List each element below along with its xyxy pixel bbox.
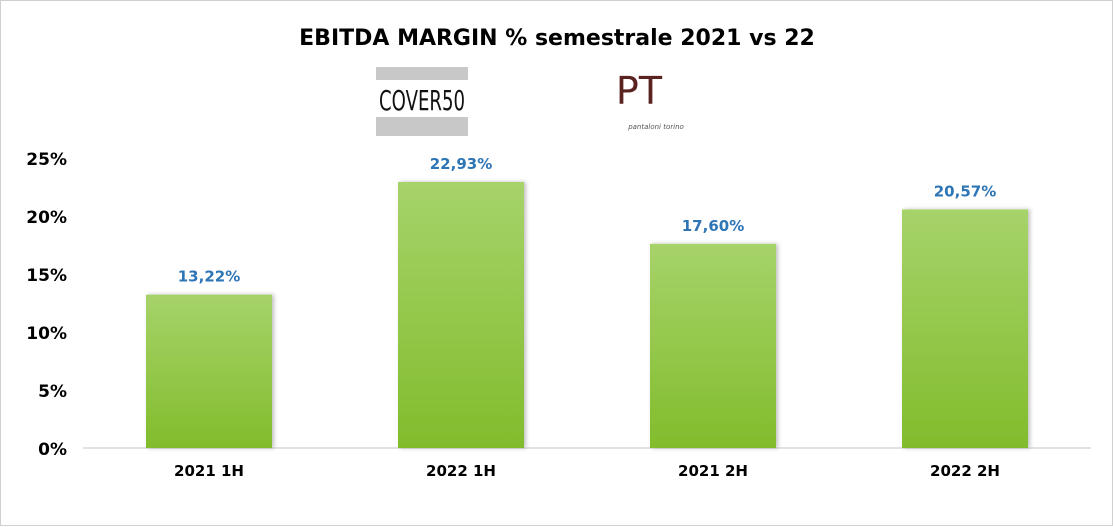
data-label: 20,57% bbox=[934, 182, 996, 200]
bar bbox=[902, 209, 1028, 448]
y-tick-label: 0% bbox=[38, 440, 67, 460]
pt-logo-text: PT bbox=[616, 69, 663, 113]
data-label: 22,93% bbox=[430, 155, 492, 173]
data-label: 17,60% bbox=[682, 217, 744, 235]
y-tick-label: 5% bbox=[38, 382, 67, 402]
pt-logo: PT pantaloni torino bbox=[616, 69, 684, 131]
x-tick-label: 2021 1H bbox=[174, 462, 244, 480]
x-tick-label: 2022 2H bbox=[930, 462, 1000, 480]
bars: 13,22% 2021 1H 22,93% 2022 1H 17,60% 2021 2H 2… bbox=[146, 155, 1028, 480]
x-tick-label: 2022 1H bbox=[426, 462, 496, 480]
cover50-logo-text: COVER50 bbox=[379, 84, 465, 117]
y-tick-label: 25% bbox=[26, 150, 67, 170]
data-label: 13,22% bbox=[178, 268, 240, 286]
bar bbox=[650, 243, 776, 448]
bar bbox=[398, 182, 524, 448]
x-tick-label: 2021 2H bbox=[678, 462, 748, 480]
cover50-logo: COVER50 bbox=[376, 67, 468, 136]
y-tick-label: 15% bbox=[26, 266, 67, 286]
chart-title: EBITDA MARGIN % semestrale 2021 vs 22 bbox=[299, 26, 815, 51]
y-tick-label: 20% bbox=[26, 208, 67, 228]
pt-logo-subtitle: pantaloni torino bbox=[627, 123, 684, 131]
bar bbox=[146, 294, 272, 448]
y-axis: 0% 5% 10% 15% 20% 25% bbox=[26, 150, 67, 460]
y-tick-label: 10% bbox=[26, 324, 67, 344]
